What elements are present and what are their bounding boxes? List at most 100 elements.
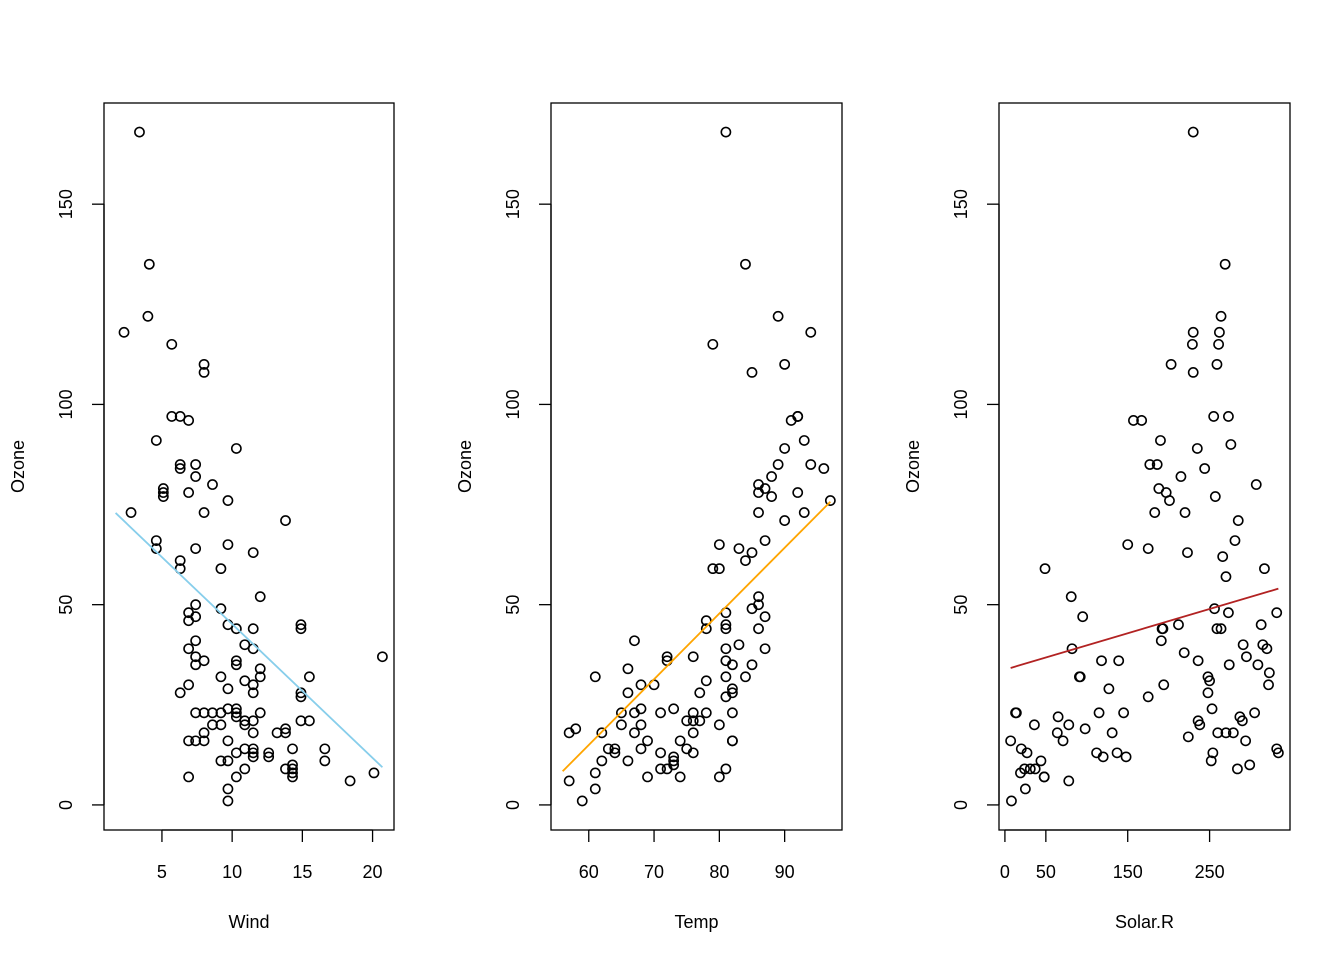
data-point: [1223, 607, 1234, 619]
x-tick-label: 90: [775, 862, 795, 882]
y-axis-title: Ozone: [903, 440, 923, 493]
data-point: [174, 411, 186, 422]
data-point: [198, 735, 210, 747]
data-point: [1249, 707, 1261, 719]
data-point: [1142, 543, 1154, 555]
data-point: [1255, 619, 1267, 631]
data-point: [190, 471, 202, 482]
data-point: [1187, 326, 1199, 338]
data-point: [720, 623, 732, 635]
data-point: [287, 743, 298, 755]
data-point: [230, 711, 242, 723]
data-point: [1179, 507, 1191, 518]
data-point: [1236, 715, 1248, 727]
data-point: [1038, 771, 1050, 783]
data-point: [174, 563, 186, 575]
data-point: [805, 326, 817, 338]
y-tick-label: 50: [503, 595, 523, 615]
data-point: [635, 719, 647, 731]
data-point: [1199, 463, 1211, 474]
data-point: [713, 719, 725, 731]
data-point: [1035, 755, 1047, 767]
y-tick-label: 50: [951, 595, 971, 615]
y-tick-label: 0: [951, 800, 971, 810]
data-point: [134, 126, 145, 138]
data-point: [247, 727, 259, 739]
data-point: [1227, 727, 1239, 739]
data-point: [616, 719, 627, 731]
data-point: [687, 707, 699, 719]
data-point: [295, 619, 307, 631]
data-point: [190, 635, 202, 647]
x-tick-label: 80: [709, 862, 729, 882]
data-point: [700, 707, 712, 719]
data-point: [190, 459, 202, 470]
data-point: [1252, 659, 1264, 671]
data-point: [766, 471, 777, 482]
data-point: [1122, 539, 1134, 550]
data-point: [674, 771, 686, 783]
data-point: [1155, 435, 1166, 446]
data-point: [687, 651, 699, 663]
data-point: [1096, 655, 1107, 667]
data-point: [1214, 326, 1225, 338]
data-point: [247, 547, 259, 559]
data-point: [824, 495, 836, 506]
data-point: [1202, 687, 1214, 699]
data-point: [746, 366, 758, 378]
data-point: [230, 623, 242, 635]
data-point: [1209, 491, 1221, 502]
data-point: [247, 715, 259, 727]
data-point: [674, 735, 686, 747]
data-point: [142, 310, 154, 322]
data-point: [687, 727, 699, 739]
data-point: [1093, 707, 1105, 719]
data-point: [1272, 747, 1284, 759]
data-point: [727, 683, 738, 695]
data-point: [798, 435, 810, 446]
data-point: [792, 411, 804, 422]
data-point: [247, 687, 259, 699]
data-point: [239, 719, 251, 731]
data-point: [1175, 471, 1187, 482]
data-point: [254, 671, 266, 683]
data-point: [753, 623, 764, 635]
data-point: [1057, 735, 1069, 747]
data-point: [681, 715, 693, 727]
data-point: [174, 555, 186, 567]
data-point: [589, 783, 601, 795]
data-point: [727, 687, 738, 699]
data-point: [1211, 623, 1223, 635]
data-point: [1217, 551, 1229, 563]
data-point: [174, 459, 186, 470]
data-point: [254, 663, 266, 675]
data-point: [344, 775, 356, 787]
data-point: [1244, 759, 1256, 771]
data-point: [287, 771, 298, 783]
data-point: [661, 651, 673, 663]
fit-line: [114, 512, 384, 768]
data-point: [1158, 679, 1170, 691]
data-point: [694, 715, 706, 727]
data-point: [1250, 479, 1262, 490]
data-point: [1006, 795, 1017, 807]
data-point: [190, 651, 202, 663]
data-point: [694, 687, 706, 699]
data-point: [287, 759, 298, 771]
y-tick-label: 100: [503, 389, 523, 419]
data-point: [295, 623, 307, 635]
data-point: [368, 767, 380, 779]
data-point: [263, 751, 275, 763]
data-point: [792, 487, 804, 498]
data-point: [183, 643, 195, 655]
data-point: [222, 495, 234, 506]
data-point: [1111, 747, 1123, 759]
data-point: [1215, 623, 1227, 635]
data-point: [222, 683, 234, 695]
data-point: [1220, 571, 1232, 583]
data-point: [254, 707, 266, 719]
x-axis-title: Wind: [228, 912, 269, 932]
data-point: [622, 663, 634, 675]
fit-line: [1010, 587, 1279, 669]
data-point: [1194, 719, 1206, 731]
